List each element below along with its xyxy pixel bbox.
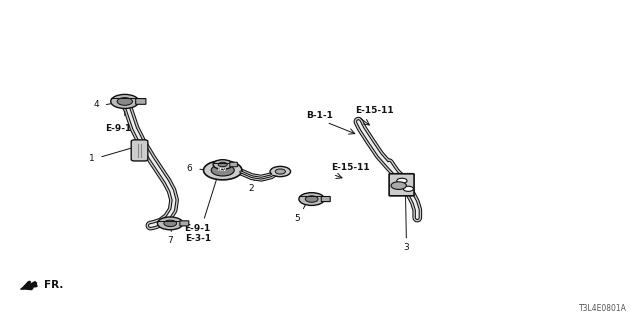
- Text: E-15-11: E-15-11: [332, 163, 370, 172]
- Text: FR.: FR.: [44, 280, 63, 290]
- Circle shape: [117, 98, 132, 105]
- Text: B-1-1: B-1-1: [307, 111, 333, 120]
- Text: T3L4E0801A: T3L4E0801A: [579, 304, 627, 313]
- Text: E-15-11: E-15-11: [355, 106, 394, 115]
- FancyBboxPatch shape: [136, 99, 146, 104]
- FancyBboxPatch shape: [230, 162, 237, 167]
- FancyBboxPatch shape: [321, 196, 330, 202]
- Circle shape: [391, 182, 406, 189]
- Circle shape: [305, 196, 318, 202]
- Circle shape: [204, 161, 242, 180]
- Text: E-3-1: E-3-1: [186, 234, 212, 243]
- Text: PCV: PCV: [218, 168, 227, 172]
- Circle shape: [397, 178, 407, 183]
- Text: E-9-1: E-9-1: [184, 224, 211, 233]
- Text: 3: 3: [404, 243, 409, 252]
- Text: 4: 4: [93, 100, 99, 109]
- Text: 7: 7: [167, 236, 172, 245]
- FancyBboxPatch shape: [131, 140, 148, 161]
- Text: 2: 2: [249, 184, 254, 193]
- Circle shape: [211, 164, 234, 176]
- Circle shape: [157, 217, 183, 230]
- Text: 5: 5: [295, 214, 300, 223]
- Circle shape: [111, 94, 139, 108]
- FancyBboxPatch shape: [389, 174, 414, 196]
- Text: 6: 6: [186, 164, 192, 173]
- Circle shape: [218, 162, 227, 167]
- Circle shape: [270, 166, 291, 177]
- Circle shape: [213, 160, 232, 169]
- Circle shape: [403, 186, 413, 191]
- FancyBboxPatch shape: [180, 221, 189, 226]
- Text: E-9-1: E-9-1: [105, 124, 132, 133]
- Circle shape: [299, 193, 324, 205]
- Text: 1: 1: [89, 154, 95, 163]
- Circle shape: [275, 169, 285, 174]
- Circle shape: [164, 220, 177, 227]
- Polygon shape: [20, 282, 37, 289]
